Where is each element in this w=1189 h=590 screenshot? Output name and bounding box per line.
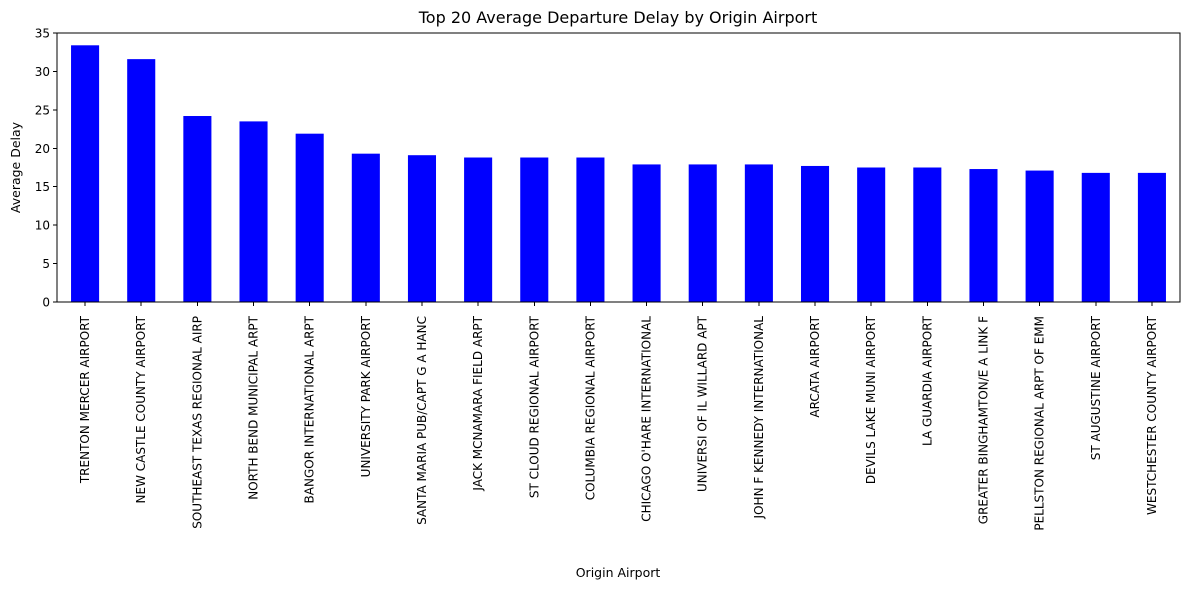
bar xyxy=(744,164,773,302)
x-tick-label: JACK MCNAMARA FIELD ARPT xyxy=(471,315,485,491)
x-tick-label: TRENTON MERCER AIRPORT xyxy=(78,315,92,484)
x-tick-label: COLUMBIA REGIONAL AIRPORT xyxy=(583,315,597,500)
x-tick-label: LA GUARDIA AIRPORT xyxy=(920,315,934,446)
y-tick-label: 5 xyxy=(42,257,50,271)
bar xyxy=(407,155,437,302)
y-tick-label: 15 xyxy=(35,180,50,194)
x-tick-label: ST AUGUSTINE AIRPORT xyxy=(1089,315,1103,460)
bar xyxy=(969,169,998,302)
x-tick-label: NEW CASTLE COUNTY AIRPORT xyxy=(134,315,148,503)
bar xyxy=(183,116,212,302)
bar xyxy=(351,153,380,302)
x-tick-label: SANTA MARIA PUB/CAPT G A HANC xyxy=(415,316,429,525)
x-tick-label: CHICAGO O'HARE INTERNATIONAL xyxy=(640,316,654,522)
x-tick-label: DEVILS LAKE MUNI AIRPORT xyxy=(864,315,878,484)
bar xyxy=(632,164,661,302)
x-tick-label: GREATER BINGHAMTON/E A LINK F xyxy=(976,316,990,524)
y-tick-label: 35 xyxy=(35,27,50,41)
y-axis-ticks: 0 5 10 15 20 25 30 35 xyxy=(35,27,57,310)
bar xyxy=(464,157,493,302)
bar xyxy=(1025,170,1054,302)
y-tick-label: 20 xyxy=(35,142,50,156)
bar xyxy=(576,157,605,302)
bar xyxy=(295,133,324,302)
x-tick-label: NORTH BEND MUNICIPAL ARPT xyxy=(247,315,261,499)
y-tick-label: 25 xyxy=(35,103,50,117)
x-tick-label: UNIVERSI OF IL WILLARD APT xyxy=(696,315,710,492)
y-tick-label: 30 xyxy=(35,65,50,79)
x-axis-label: Origin Airport xyxy=(576,565,661,580)
bar xyxy=(800,165,830,302)
bar xyxy=(688,164,717,302)
bar xyxy=(239,121,268,302)
bar xyxy=(71,45,100,303)
bar xyxy=(1081,172,1110,302)
x-tick-label: ST CLOUD REGIONAL AIRPORT xyxy=(527,315,541,498)
x-tick-label: SOUTHEAST TEXAS REGIONAL AIRP xyxy=(190,316,204,529)
chart-title: Top 20 Average Departure Delay by Origin… xyxy=(418,8,817,27)
bar xyxy=(520,157,549,302)
plot-frame xyxy=(56,32,1181,303)
x-tick-label: ARCATA AIRPORT xyxy=(808,315,822,417)
bars-group xyxy=(71,45,1166,303)
bar xyxy=(1137,172,1166,302)
x-tick-label: JOHN F KENNEDY INTERNATIONAL xyxy=(752,316,766,520)
x-tick-label: BANGOR INTERNATIONAL ARPT xyxy=(303,315,317,503)
bar xyxy=(857,167,886,302)
x-tick-label: UNIVERSITY PARK AIRPORT xyxy=(359,315,373,477)
x-tick-label: PELLSTON REGIONAL ARPT OF EMM xyxy=(1033,316,1047,531)
x-axis-ticks: TRENTON MERCER AIRPORT NEW CASTLE COUNTY … xyxy=(78,302,1159,531)
y-axis-label: Average Delay xyxy=(8,121,23,213)
y-tick-label: 0 xyxy=(42,296,50,310)
y-tick-label: 10 xyxy=(35,219,50,233)
bar xyxy=(127,59,156,302)
bar xyxy=(913,167,942,302)
x-tick-label: WESTCHESTER COUNTY AIRPORT xyxy=(1145,315,1159,515)
